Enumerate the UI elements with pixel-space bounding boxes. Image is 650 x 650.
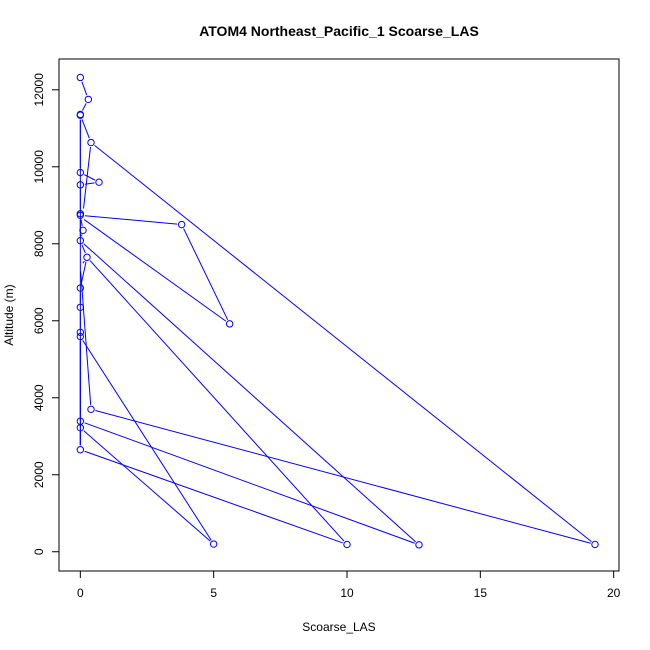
- data-point: [76, 237, 85, 245]
- x-tick-label: 15: [474, 586, 488, 600]
- data-point: [76, 284, 85, 292]
- data-point: [225, 320, 234, 328]
- y-tick-label: 12000: [32, 73, 46, 107]
- x-tick-label: 20: [607, 586, 621, 600]
- y-tick-label: 0: [32, 548, 46, 555]
- series-line-segment: [82, 260, 85, 264]
- series-line-segment: [81, 244, 86, 254]
- data-point: [415, 541, 423, 549]
- y-axis: 0 2000 4000 6000 8000 10000 12000: [32, 73, 60, 555]
- data-point: [76, 328, 85, 337]
- y-tick-label: 2000: [32, 461, 46, 488]
- x-axis-label: Scoarse_LAS: [302, 620, 375, 634]
- y-tick-label: 4000: [32, 384, 46, 411]
- data-point: [209, 540, 218, 548]
- y-tick-label: 6000: [32, 307, 46, 334]
- data-point: [95, 178, 103, 186]
- y-tick-label: 10000: [32, 150, 46, 184]
- data-point: [76, 111, 85, 119]
- data-point: [83, 253, 91, 261]
- series-line-segment: [95, 409, 591, 544]
- series-line-segment: [80, 271, 92, 405]
- series-line-segment: [83, 146, 91, 209]
- series-lines: [79, 81, 592, 544]
- data-point: [591, 540, 599, 549]
- series-line-segment: [82, 340, 212, 541]
- data-point: [76, 73, 85, 82]
- data-point: [76, 424, 85, 432]
- data-point: [76, 211, 85, 219]
- data-point: [84, 95, 93, 104]
- data-point: [76, 332, 85, 341]
- data-point: [177, 220, 186, 229]
- data-point: [76, 446, 85, 454]
- data-point: [87, 138, 95, 147]
- y-axis-label: Altitude (m): [2, 284, 16, 345]
- series-line-segment: [83, 243, 416, 543]
- series-line-segment: [94, 144, 592, 543]
- x-axis: 0 5 10 15 20: [77, 570, 621, 600]
- series-line-segment: [84, 422, 415, 544]
- series-line-segment: [84, 450, 343, 544]
- series-line-segment: [183, 228, 229, 321]
- data-point: [87, 405, 95, 414]
- x-tick-label: 0: [77, 586, 84, 600]
- series-line-segment: [80, 219, 83, 226]
- x-tick-label: 5: [210, 586, 217, 600]
- series-line-segment: [81, 119, 90, 139]
- data-point: [343, 540, 351, 549]
- series-line-segment: [80, 261, 87, 284]
- series-line-segment: [89, 260, 345, 542]
- series-line-segment: [83, 219, 227, 322]
- series-line-segment: [82, 103, 87, 111]
- series-line-segment: [84, 215, 178, 225]
- chart-title: ATOM4 Northeast_Pacific_1 Scoarse_LAS: [199, 23, 479, 39]
- series-line-segment: [81, 81, 88, 96]
- series-markers: [76, 73, 599, 549]
- data-point: [76, 168, 85, 177]
- x-tick-label: 10: [340, 586, 354, 600]
- series-line-segment: [84, 174, 96, 181]
- data-point: [76, 303, 85, 312]
- data-point: [79, 226, 87, 235]
- series-line-segment: [83, 430, 211, 542]
- data-point: [76, 181, 85, 189]
- y-tick-label: 8000: [32, 230, 46, 257]
